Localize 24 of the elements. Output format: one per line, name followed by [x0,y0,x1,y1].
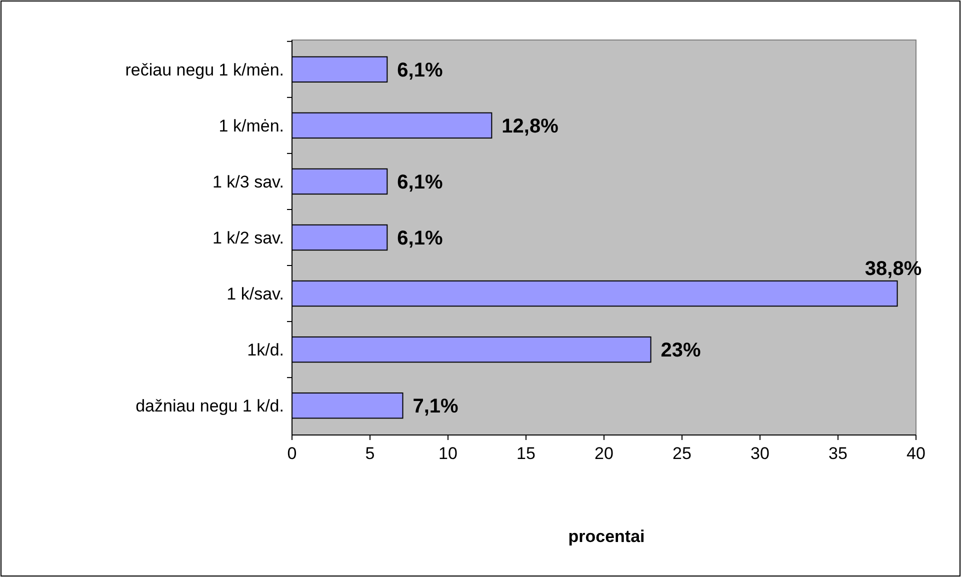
x-tick-label: 25 [672,444,692,463]
x-tick-label: 5 [365,444,375,463]
y-tick-label: 1 k/3 sav. [212,172,284,192]
y-tick-label: 1 k/2 sav. [212,228,284,248]
y-tick-label: 1k/d. [247,340,284,360]
data-label: 38,8% [864,258,922,280]
x-axis-title: procentai [568,527,645,546]
x-tick-label: 0 [287,444,297,463]
y-tick-label: rečiau negu 1 k/mėn. [125,60,284,80]
data-label: 7,1% [412,396,459,418]
x-tick-label: 30 [750,444,770,463]
x-tick-label: 20 [594,444,614,463]
data-label: 6,1% [397,59,443,82]
y-tick-label: 1 k/sav. [226,284,284,304]
data-label: 6,1% [397,171,443,194]
x-tick-label: 40 [906,444,926,463]
x-tick-label: 10 [438,444,458,463]
y-tick-label: dažniau negu 1 k/d. [136,396,284,416]
data-label: 23% [660,340,702,362]
data-label: 12,8% [502,115,559,138]
x-tick-label: 35 [828,444,848,463]
data-label: 6,1% [397,228,443,250]
x-tick-label: 15 [516,444,536,463]
y-tick-label: 1 k/mėn. [218,116,284,136]
